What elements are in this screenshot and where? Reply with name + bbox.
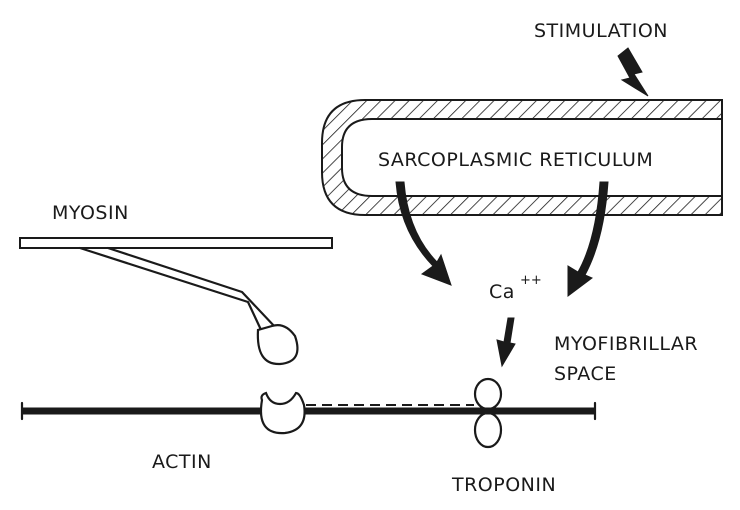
calcium-to-troponin-arrow bbox=[496, 317, 516, 368]
myosin-crossbridge-arm bbox=[78, 246, 278, 334]
troponin-label: TROPONIN bbox=[451, 474, 556, 496]
myosin-head bbox=[256, 324, 299, 366]
myosin-filament bbox=[19, 237, 333, 249]
actin-binding-site bbox=[259, 391, 306, 435]
actin-label: ACTIN bbox=[152, 451, 212, 473]
calcium-label: Ca bbox=[489, 281, 515, 303]
sarcoplasmic-reticulum-label: SARCOPLASMIC RETICULUM bbox=[378, 149, 653, 171]
sarcoplasmic-reticulum-membrane bbox=[321, 99, 723, 216]
myosin-label: MYOSIN bbox=[52, 202, 129, 224]
calcium-charge-label: ++ bbox=[520, 273, 542, 288]
stimulation-label: STIMULATION bbox=[534, 20, 668, 42]
troponin-complex bbox=[473, 377, 503, 449]
calcium-release-arrow-left bbox=[395, 181, 452, 286]
myofibrillar-label: MYOFIBRILLAR bbox=[554, 333, 698, 355]
stimulation-lightning-icon bbox=[617, 47, 649, 97]
calcium-release-arrow-right bbox=[567, 181, 609, 297]
space-label: SPACE bbox=[554, 363, 617, 385]
